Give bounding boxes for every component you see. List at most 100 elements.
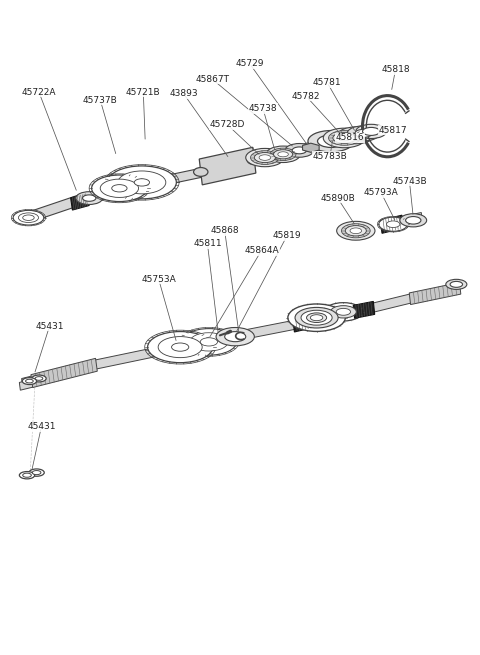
Text: 45743B: 45743B (392, 177, 427, 185)
Ellipse shape (301, 310, 332, 325)
Ellipse shape (148, 331, 213, 363)
Polygon shape (28, 195, 81, 222)
Ellipse shape (270, 148, 296, 160)
Text: 45783B: 45783B (312, 152, 348, 160)
Polygon shape (19, 379, 34, 390)
Ellipse shape (333, 132, 356, 143)
Text: 45728D: 45728D (210, 121, 245, 130)
Ellipse shape (295, 307, 338, 328)
Text: 45868: 45868 (210, 226, 239, 235)
Polygon shape (312, 307, 355, 326)
Text: 45818: 45818 (381, 65, 410, 74)
Ellipse shape (23, 215, 34, 221)
Ellipse shape (100, 179, 139, 197)
Text: 45816: 45816 (336, 134, 364, 142)
Polygon shape (22, 364, 83, 388)
Text: 43893: 43893 (169, 89, 198, 98)
Polygon shape (402, 212, 422, 227)
Ellipse shape (266, 146, 300, 162)
Ellipse shape (254, 153, 276, 162)
Ellipse shape (308, 130, 354, 152)
Text: 45722A: 45722A (22, 88, 56, 97)
Ellipse shape (76, 192, 103, 204)
Ellipse shape (246, 149, 284, 167)
Ellipse shape (336, 309, 350, 315)
Ellipse shape (336, 221, 375, 240)
Ellipse shape (92, 175, 147, 202)
Ellipse shape (307, 313, 326, 322)
Polygon shape (94, 344, 173, 369)
Polygon shape (302, 143, 319, 153)
Ellipse shape (346, 131, 365, 140)
Ellipse shape (112, 185, 127, 192)
Ellipse shape (32, 470, 41, 475)
Ellipse shape (356, 124, 386, 138)
Ellipse shape (350, 228, 361, 234)
Ellipse shape (190, 333, 228, 351)
Ellipse shape (171, 343, 189, 351)
Text: 45729: 45729 (235, 59, 264, 68)
Polygon shape (31, 358, 97, 388)
Polygon shape (353, 301, 375, 318)
Text: 45753A: 45753A (141, 274, 176, 284)
Ellipse shape (337, 127, 374, 144)
Ellipse shape (181, 329, 237, 355)
Text: 45737B: 45737B (83, 96, 118, 105)
Ellipse shape (134, 179, 150, 186)
Ellipse shape (345, 225, 366, 236)
Ellipse shape (158, 337, 202, 358)
Polygon shape (86, 186, 121, 204)
Ellipse shape (400, 214, 427, 227)
Ellipse shape (216, 328, 254, 346)
Polygon shape (409, 282, 461, 305)
Text: 45890B: 45890B (320, 194, 355, 202)
Ellipse shape (118, 171, 166, 194)
Ellipse shape (386, 221, 400, 227)
Ellipse shape (251, 151, 279, 164)
Ellipse shape (22, 378, 36, 384)
Ellipse shape (18, 213, 38, 223)
Ellipse shape (13, 210, 44, 225)
Ellipse shape (83, 195, 96, 201)
Text: 45781: 45781 (313, 78, 341, 87)
Ellipse shape (259, 155, 271, 160)
Polygon shape (71, 193, 89, 210)
Ellipse shape (193, 168, 208, 176)
Ellipse shape (108, 166, 176, 199)
Ellipse shape (318, 135, 344, 147)
Ellipse shape (247, 156, 262, 164)
Polygon shape (118, 166, 212, 195)
Ellipse shape (362, 128, 380, 136)
Ellipse shape (406, 217, 421, 224)
Text: 45867T: 45867T (195, 75, 229, 84)
Ellipse shape (29, 469, 44, 476)
Ellipse shape (311, 314, 323, 321)
Ellipse shape (446, 279, 467, 290)
Ellipse shape (341, 224, 370, 238)
Ellipse shape (278, 152, 288, 157)
Ellipse shape (25, 379, 33, 383)
Ellipse shape (288, 304, 345, 331)
Text: 45793A: 45793A (364, 189, 398, 197)
Text: 45864A: 45864A (244, 246, 279, 255)
Polygon shape (252, 134, 346, 164)
Ellipse shape (200, 338, 217, 346)
Ellipse shape (450, 282, 463, 288)
Ellipse shape (379, 217, 408, 231)
Text: 45721B: 45721B (126, 88, 161, 97)
Ellipse shape (338, 135, 351, 141)
Text: 45811: 45811 (193, 239, 222, 248)
Ellipse shape (355, 130, 372, 138)
Ellipse shape (330, 306, 356, 318)
Polygon shape (380, 215, 404, 233)
Ellipse shape (32, 375, 46, 382)
Ellipse shape (323, 128, 365, 148)
Text: 45431: 45431 (35, 322, 64, 331)
Ellipse shape (324, 303, 362, 321)
Polygon shape (199, 147, 256, 185)
Ellipse shape (225, 331, 246, 342)
Ellipse shape (347, 126, 380, 141)
Ellipse shape (285, 143, 314, 157)
Polygon shape (293, 314, 316, 332)
Text: 45782: 45782 (292, 92, 320, 101)
